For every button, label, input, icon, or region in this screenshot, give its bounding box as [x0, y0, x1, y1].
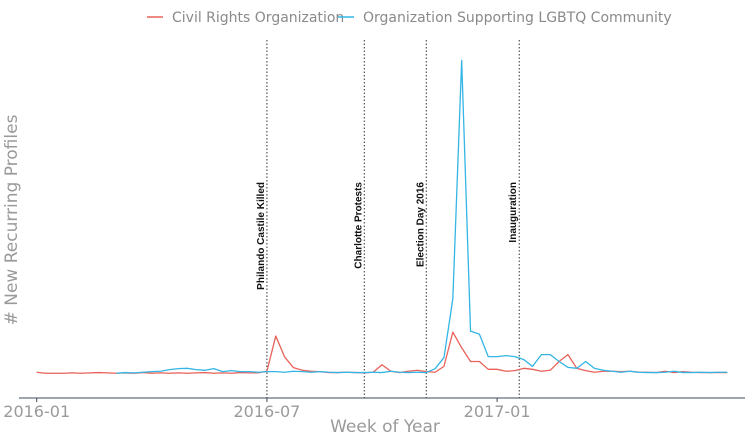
series-lines — [36, 59, 728, 374]
event-label-3: Inauguration — [508, 182, 519, 243]
x-tick-label-2: 2017-01 — [464, 402, 531, 421]
legend: Civil Rights Organization Organization S… — [147, 10, 672, 26]
x-tick-label-1: 2016-07 — [233, 402, 300, 421]
series-line-lgbtq — [116, 59, 728, 374]
x-tick-label-0: 2016-01 — [3, 402, 70, 421]
event-label-0: Philando Castile Killed — [256, 182, 267, 290]
x-axis-ticks: 2016-01 2016-07 2017-01 — [3, 398, 531, 421]
y-axis-title: # New Recurring Profiles — [2, 114, 22, 325]
legend-label-lgbtq: Organization Supporting LGBTQ Community — [363, 10, 672, 26]
legend-label-civil-rights: Civil Rights Organization — [172, 10, 344, 26]
x-axis-title: Week of Year — [330, 417, 440, 437]
series-line-civil-rights — [36, 331, 728, 374]
event-label-2: Election Day 2016 — [415, 182, 426, 267]
event-label-1: Charlotte Protests — [353, 182, 364, 269]
event-markers: Philando Castile Killed Charlotte Protest… — [256, 40, 520, 398]
